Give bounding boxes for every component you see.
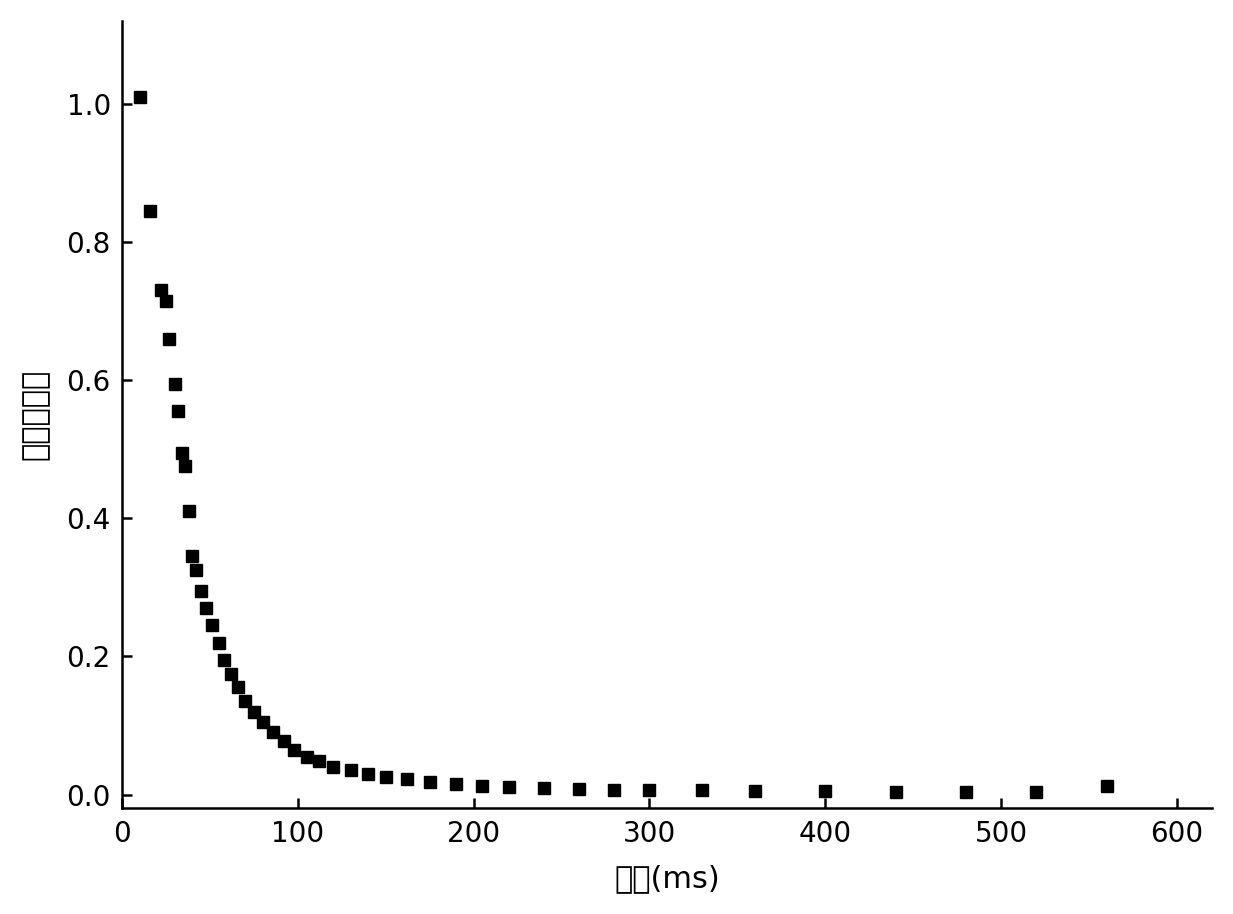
- Y-axis label: 归一化强度: 归一化强度: [21, 369, 49, 461]
- X-axis label: 时间(ms): 时间(ms): [614, 864, 720, 893]
